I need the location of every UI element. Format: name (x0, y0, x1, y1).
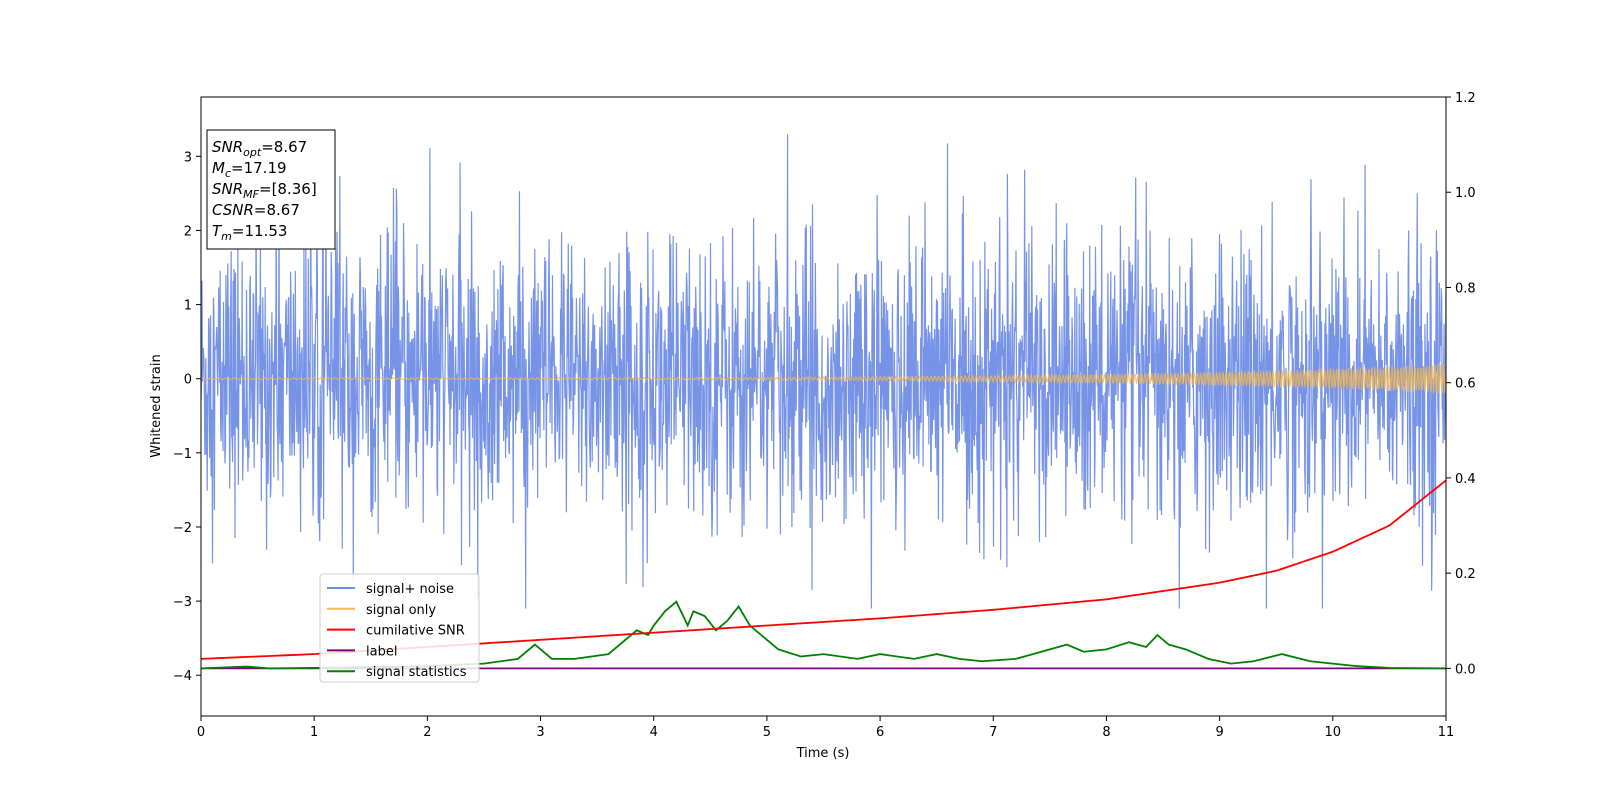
series-signal-statistics (201, 600, 1446, 670)
y-right-tick-label: 0.8 (1455, 281, 1476, 296)
y-right-tick-label: 1.0 (1455, 186, 1476, 201)
x-tick-label: 11 (1438, 725, 1455, 740)
y-left-tick-label: 2 (184, 224, 192, 239)
y-axis-right: 1.2 1.0 0.8 0.6 0.4 0.2 0.0 (1446, 91, 1476, 677)
x-tick-label: 7 (989, 725, 997, 740)
info-box-subscript: MF (243, 188, 259, 201)
plot-frame (200, 96, 1447, 717)
info-box-value: =8.67 (261, 138, 307, 156)
y-axis-label: Whitened strain (149, 354, 164, 457)
info-box-value: =8.67 (254, 201, 300, 219)
x-tick-label: 5 (763, 725, 771, 740)
x-tick-label: 6 (876, 725, 884, 740)
x-tick-label: 3 (536, 725, 544, 740)
info-box-line: Mc=17.19 (212, 159, 287, 180)
y-left-tick-label: 3 (184, 150, 192, 165)
y-right-tick-label: 0.2 (1455, 567, 1476, 582)
info-box-symbol: T (212, 222, 223, 240)
y-left-tick-label: −4 (173, 669, 192, 684)
x-tick-label: 9 (1215, 725, 1223, 740)
y-left-tick-label: −3 (173, 595, 192, 610)
info-box-frame (206, 129, 336, 250)
y-right-tick-label: 1.2 (1455, 91, 1476, 106)
info-box-subscript: opt (243, 146, 262, 159)
info-box-line: CSNR=8.67 (212, 201, 300, 219)
y-left-tick-label: 0 (184, 373, 192, 388)
info-box-line: SNRopt=8.67 (212, 138, 307, 159)
x-tick-label: 8 (1102, 725, 1110, 740)
info-box-subscript: m (221, 230, 232, 243)
x-tick-label: 0 (197, 725, 205, 740)
info-box-symbol: M (212, 159, 225, 177)
legend: signal+ noise signal only cumilative SNR la… (319, 573, 480, 683)
legend-label: signal only (366, 603, 436, 618)
legend-label: label (366, 644, 397, 659)
y-right-tick-label: 0.4 (1455, 472, 1476, 487)
x-axis: 0 1 2 3 4 5 6 7 8 9 10 11 (197, 716, 1454, 740)
x-axis-label: Time (s) (796, 746, 850, 761)
legend-label: cumilative SNR (366, 624, 465, 639)
info-box-symbol: CSNR (212, 201, 254, 219)
y-right-tick-label: 0.0 (1455, 662, 1476, 677)
legend-label: signal+ noise (366, 582, 454, 597)
info-box-line: SNRMF=[8.36] (212, 180, 317, 201)
y-axis-left: 3 2 1 0 −1 −2 −3 −4 (173, 150, 201, 684)
series-signal-only (201, 364, 1446, 394)
info-box-value: =11.53 (232, 222, 288, 240)
info-box: SNRopt=8.67Mc=17.19SNRMF=[8.36]CSNR=8.67… (206, 129, 336, 250)
y-left-tick-label: −2 (173, 521, 192, 536)
series-signal-plus-noise (201, 134, 1446, 609)
y-left-tick-label: 1 (184, 299, 192, 314)
info-box-subscript: c (225, 167, 231, 180)
x-tick-label: 1 (310, 725, 318, 740)
info-box-symbol: SNR (212, 180, 243, 198)
y-left-tick-label: −1 (173, 447, 192, 462)
x-tick-label: 4 (650, 725, 658, 740)
y-right-tick-label: 0.6 (1455, 377, 1476, 392)
info-box-line: Tm=11.53 (212, 222, 287, 243)
x-tick-label: 2 (423, 725, 431, 740)
info-box-symbol: SNR (212, 138, 243, 156)
legend-frame (319, 573, 480, 683)
legend-label: signal statistics (366, 665, 467, 680)
info-box-value: =17.19 (231, 159, 287, 177)
x-tick-label: 10 (1325, 725, 1342, 740)
info-box-value: =[8.36] (259, 180, 317, 198)
